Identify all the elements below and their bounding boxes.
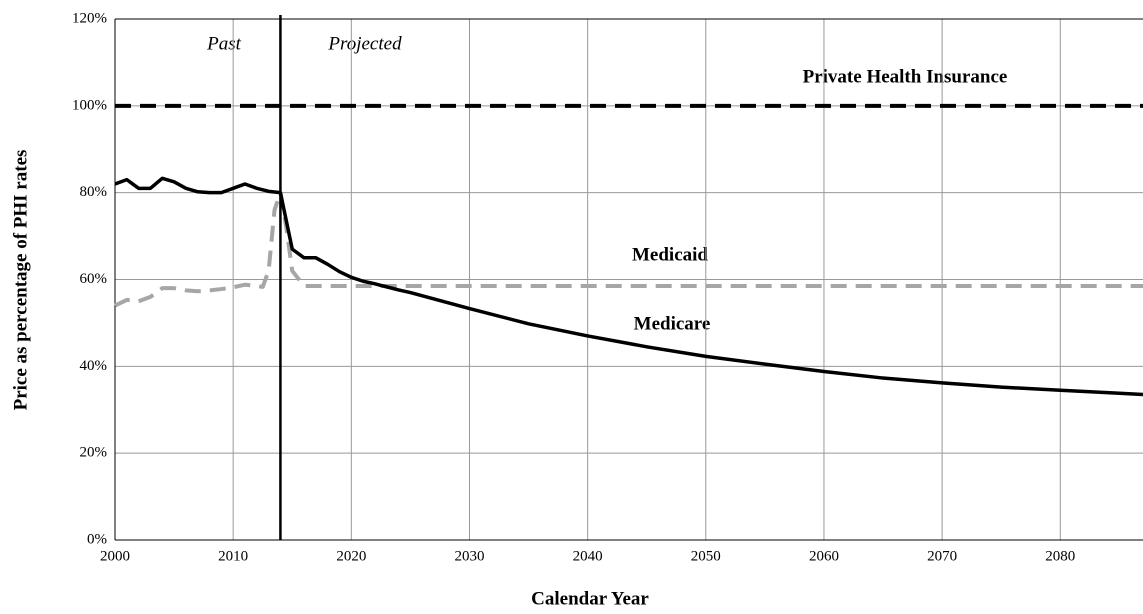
annotation: Projected <box>327 33 402 54</box>
y-tick-label: 100% <box>72 97 107 113</box>
y-axis-title: Price as percentage of PHI rates <box>10 150 31 411</box>
y-tick-label: 20% <box>80 445 108 461</box>
x-tick-label: 2000 <box>100 548 130 564</box>
x-tick-label: 2010 <box>218 548 248 564</box>
y-tick-label: 60% <box>80 271 108 287</box>
series-line <box>114 190 1143 308</box>
x-tick-label: 2070 <box>927 548 957 564</box>
annotation: Past <box>206 33 242 54</box>
series-line <box>114 176 1143 397</box>
x-tick-label: 2020 <box>336 548 366 564</box>
x-tick-label: 2030 <box>454 548 484 564</box>
series-label: Medicaid <box>632 244 708 265</box>
y-tick-label: 40% <box>80 358 108 374</box>
x-tick-label: 2080 <box>1045 548 1075 564</box>
x-axis-title: Calendar Year <box>531 588 649 609</box>
x-tick-label: 2050 <box>691 548 721 564</box>
y-tick-label: 80% <box>80 184 108 200</box>
y-tick-label: 120% <box>72 10 107 26</box>
series-label: Private Health Insurance <box>803 66 1008 87</box>
series-label: Medicare <box>634 313 711 334</box>
x-tick-label: 2060 <box>809 548 839 564</box>
x-tick-label: 2040 <box>573 548 603 564</box>
y-tick-label: 0% <box>87 531 107 547</box>
